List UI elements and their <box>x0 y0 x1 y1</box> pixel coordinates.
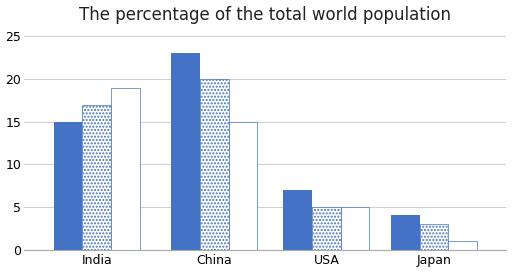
Bar <box>312 207 340 250</box>
Bar <box>111 88 140 250</box>
Bar <box>283 190 312 250</box>
Bar <box>449 241 477 250</box>
Bar <box>340 207 369 250</box>
Bar <box>420 224 449 250</box>
Bar <box>391 215 420 250</box>
Bar <box>172 54 200 250</box>
Title: The percentage of the total world population: The percentage of the total world popula… <box>79 5 451 23</box>
Bar <box>82 105 111 250</box>
Bar <box>54 122 82 250</box>
Bar <box>200 79 229 250</box>
Bar <box>229 122 258 250</box>
